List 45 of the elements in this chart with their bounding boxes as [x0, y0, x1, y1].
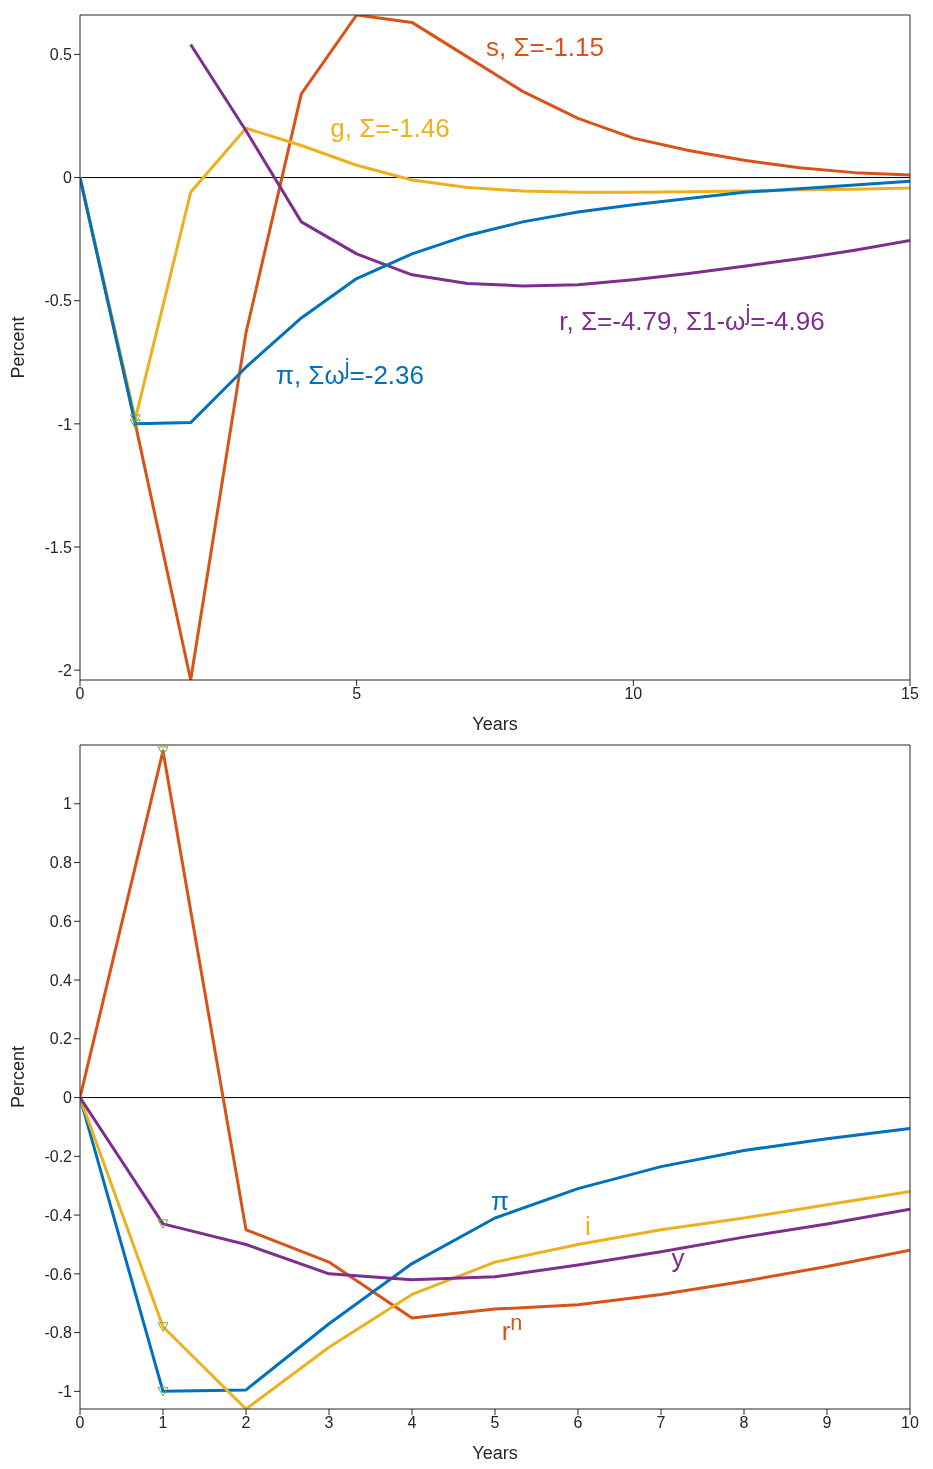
x-tick-label: 0: [75, 1414, 85, 1432]
y-tick-label: 0.6: [49, 912, 73, 930]
x-tick-label: 6: [573, 1414, 583, 1432]
annotation: g, Σ=-1.46: [330, 113, 450, 143]
y-tick-label: -1.5: [44, 538, 73, 556]
x-tick-label: 0: [75, 685, 85, 703]
x-tick-label: 3: [324, 1414, 334, 1432]
x-tick-label: 2: [241, 1414, 251, 1432]
y-tick-label: 0: [63, 1089, 73, 1107]
line-series: [80, 1096, 910, 1282]
x-tick-label: 10: [624, 685, 643, 703]
annotation: π: [491, 1186, 509, 1216]
x-axis-title: Years: [472, 714, 518, 734]
y-tick-label: 1: [63, 795, 73, 813]
y-tick-label: 0.2: [49, 1030, 73, 1048]
y-tick-label: 0.8: [49, 854, 73, 872]
y-tick-label: 0.4: [49, 971, 73, 989]
y-tick-label: -1: [57, 1383, 73, 1401]
x-tick-label: 8: [739, 1414, 749, 1432]
x-tick-label: 4: [407, 1414, 417, 1432]
y-tick-label: -0.5: [44, 292, 73, 310]
y-axis-title: Percent: [8, 316, 29, 379]
y-tick-label: -0.4: [44, 1206, 73, 1224]
annotation: y: [671, 1243, 685, 1273]
y-tick-label: 0.5: [49, 46, 73, 64]
y-tick-label: -0.8: [44, 1324, 73, 1342]
y-tick-label: -2: [57, 661, 73, 679]
x-tick-label: 9: [822, 1414, 832, 1432]
x-tick-label: 7: [656, 1414, 666, 1432]
x-tick-label: 15: [901, 685, 919, 703]
y-tick-label: -0.6: [44, 1265, 73, 1283]
annotation: s, Σ=-1.15: [486, 32, 604, 62]
x-tick-label: 5: [490, 1414, 500, 1432]
annotation: r, Σ=-4.79, Σ1-ω$^{j}$=-4.96: [559, 300, 825, 336]
y-tick-label: 0: [63, 169, 73, 187]
y-tick-label: -0.2: [44, 1148, 73, 1166]
annotation: i: [585, 1211, 591, 1241]
annotation: r$^{n}$: [501, 1310, 523, 1346]
y-tick-label: -1: [57, 415, 73, 433]
x-tick-label: 5: [352, 685, 362, 703]
y-axis-title: Percent: [8, 1045, 29, 1109]
x-tick-label: 1: [158, 1414, 168, 1432]
x-tick-label: 10: [901, 1414, 919, 1432]
x-axis-title: Years: [472, 1443, 518, 1463]
annotation: π, Σω$^{j}$=-2.36: [275, 354, 425, 390]
